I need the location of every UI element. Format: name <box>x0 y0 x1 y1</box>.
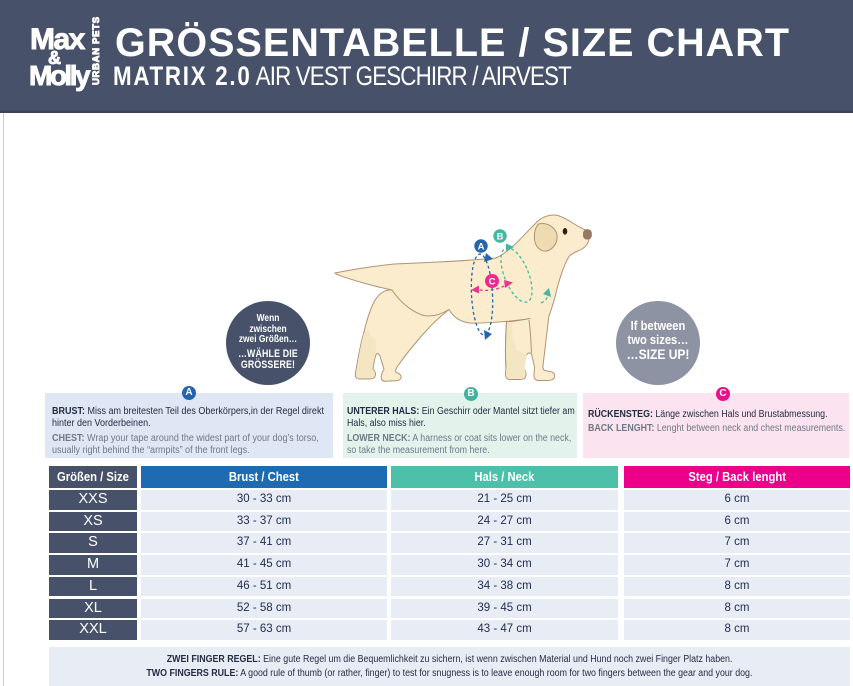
svg-text:A: A <box>478 242 485 253</box>
svg-text:C: C <box>489 277 496 288</box>
svg-text:Molly: Molly <box>29 60 91 91</box>
svg-text:Max: Max <box>30 23 86 56</box>
svg-text:&: & <box>48 48 61 68</box>
svg-text:URBAN PETS: URBAN PETS <box>91 16 102 85</box>
svg-text:B: B <box>497 232 504 243</box>
